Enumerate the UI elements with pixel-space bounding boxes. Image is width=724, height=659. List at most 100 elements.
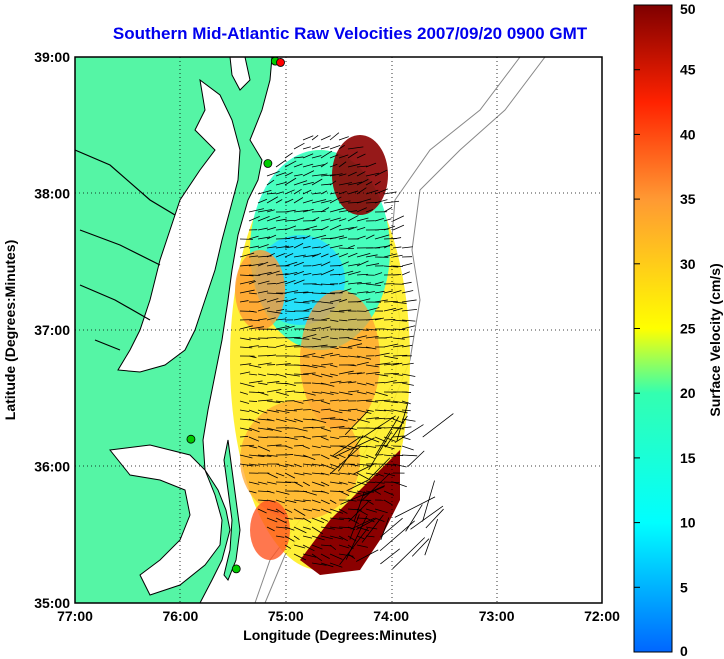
colorbar-tick-label: 50 [680, 1, 696, 17]
velocity-vector [329, 436, 340, 439]
velocity-vector [257, 318, 267, 321]
velocity-vector [338, 355, 348, 358]
velocity-vector [338, 161, 347, 168]
velocity-vector [293, 391, 305, 394]
velocity-vector [347, 508, 362, 511]
velocity-vector [383, 218, 392, 222]
velocity-vector [320, 382, 335, 387]
velocity-vector [320, 253, 329, 258]
velocity-vector [356, 409, 372, 414]
velocity-vector [374, 373, 389, 377]
velocity-vector [347, 364, 357, 367]
velocity-vector [248, 380, 263, 384]
velocity-vector [394, 424, 424, 443]
velocity-vector [311, 364, 326, 368]
velocity-vector [329, 517, 345, 521]
velocity-vector [266, 270, 280, 276]
velocity-vector [348, 501, 369, 522]
velocity-vector [239, 280, 256, 285]
velocity-vector [293, 481, 303, 487]
velocity-vector [365, 291, 375, 294]
velocity-vector [248, 427, 260, 433]
velocity-vector [311, 391, 322, 394]
velocity-vector [311, 435, 327, 438]
velocity-vector [266, 192, 277, 195]
velocity-vector [401, 335, 415, 339]
velocity-vector [320, 306, 335, 312]
velocity-vector [266, 283, 276, 285]
velocity-vector [347, 163, 361, 168]
velocity-vector [356, 207, 367, 213]
velocity-vector [401, 271, 410, 276]
velocity-vector [275, 373, 287, 378]
velocity-vector [392, 290, 402, 294]
velocity-vector [275, 517, 288, 524]
velocity-vector [239, 274, 254, 277]
velocity-vector [293, 499, 306, 503]
velocity-vector [320, 150, 333, 159]
velocity-vector [392, 373, 403, 376]
velocity-vector [356, 235, 366, 240]
velocity-vector [329, 472, 340, 475]
velocity-vector [239, 289, 255, 294]
velocity-vector [266, 246, 277, 249]
velocity-vector [302, 199, 313, 204]
velocity-vector [239, 363, 252, 366]
velocity-vector [329, 235, 345, 240]
velocity-vector [401, 362, 414, 366]
velocity-vector [394, 496, 436, 518]
velocity-vector [293, 544, 306, 549]
velocity-vector [266, 226, 276, 231]
velocity-vector [266, 328, 283, 331]
velocity-vector [374, 281, 384, 285]
x-axis-label: Longitude (Degrees:Minutes) [243, 627, 437, 643]
velocity-vector [361, 415, 396, 439]
velocity-vector [266, 298, 279, 303]
x-tick-label: 73:00 [479, 608, 515, 624]
velocity-vector [275, 273, 289, 276]
velocity-vector [266, 389, 282, 393]
velocity-vector [329, 180, 337, 186]
velocity-vector [338, 247, 354, 250]
velocity-vector [266, 526, 275, 532]
velocity-vector [320, 445, 331, 448]
velocity-vector [320, 174, 336, 177]
velocity-vector [284, 225, 297, 231]
delaware-bay [229, 57, 251, 91]
velocity-vector [311, 252, 322, 258]
velocity-vector [338, 190, 347, 195]
velocity-vector [266, 252, 276, 258]
velocity-vector [329, 446, 361, 475]
velocity-vector [338, 328, 353, 331]
velocity-vector [266, 196, 279, 204]
velocity-vector [302, 418, 317, 421]
velocity-vector [338, 435, 349, 438]
velocity-vector [284, 160, 297, 168]
velocity-vector [302, 328, 316, 332]
velocity-vector [375, 416, 400, 456]
velocity-vector [275, 245, 289, 249]
velocity-vector [320, 535, 333, 540]
velocity-vector [338, 535, 349, 542]
velocity-vector [329, 426, 345, 429]
velocity-vector [339, 527, 368, 565]
velocity-vector [347, 445, 358, 450]
velocity-vector [365, 172, 380, 177]
velocity-vector [284, 526, 295, 531]
x-tick-label: 76:00 [162, 608, 198, 624]
velocity-vector [311, 217, 320, 222]
velocity-vector [329, 535, 344, 540]
velocity-vector [338, 236, 348, 240]
velocity-vector [374, 188, 389, 195]
velocity-vector [347, 535, 357, 542]
velocity-vector [311, 155, 322, 159]
velocity-vector [338, 200, 351, 204]
velocity-vector [401, 325, 416, 330]
velocity-vector [407, 450, 425, 467]
velocity-vector [347, 427, 357, 430]
velocity-vector [257, 298, 267, 303]
velocity-vector [392, 481, 407, 488]
velocity-vector [293, 291, 309, 294]
velocity-vector [302, 517, 312, 523]
velocity-vector [293, 142, 305, 150]
